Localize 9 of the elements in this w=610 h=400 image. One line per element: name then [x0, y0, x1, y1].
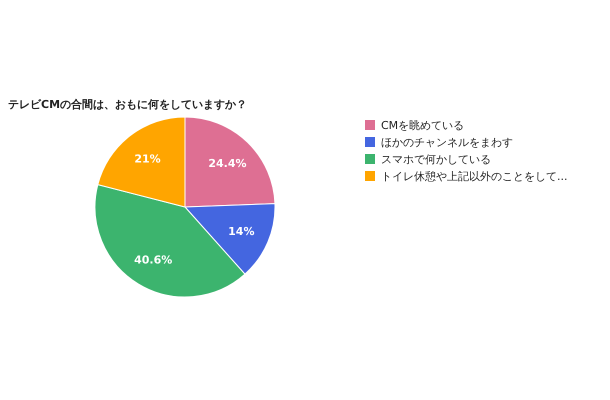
legend-label: トイレ休憩や上記以外のことをして...: [381, 170, 568, 183]
legend-label: ほかのチャンネルをまわす: [381, 136, 513, 149]
legend-label: CMを眺めている: [381, 119, 464, 132]
legend-label: スマホで何かしている: [381, 153, 491, 166]
data-label: 24.4%: [208, 156, 247, 170]
data-label: 21%: [134, 152, 161, 166]
data-label: 14%: [228, 224, 254, 238]
data-label: 40.6%: [134, 253, 172, 266]
chart-title: テレビCMの合間は、おもに何をしていますか？: [8, 98, 248, 111]
